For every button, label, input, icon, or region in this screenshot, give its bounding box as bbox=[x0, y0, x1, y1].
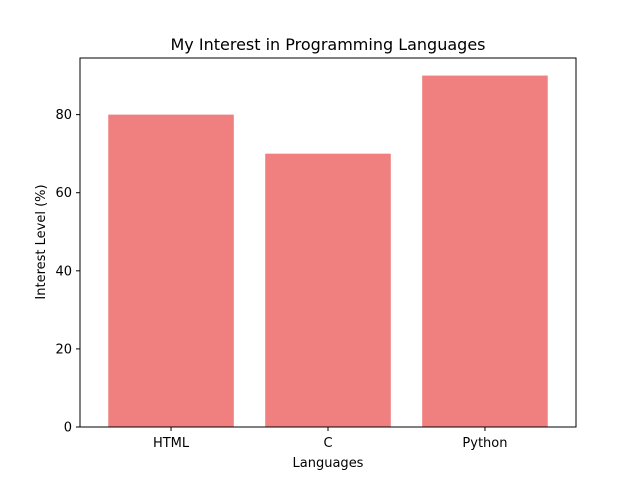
bars-layer bbox=[108, 75, 548, 428]
bar-python bbox=[422, 75, 548, 428]
y-tick-label: 80 bbox=[55, 108, 72, 123]
x-tick-label: C bbox=[323, 436, 332, 451]
bar-c bbox=[265, 153, 391, 427]
bar-html bbox=[108, 114, 234, 427]
y-tick-label: 0 bbox=[64, 421, 72, 436]
y-axis-label: Interest Level (%) bbox=[34, 184, 49, 299]
x-axis-label: Languages bbox=[293, 456, 364, 471]
y-tick-label: 40 bbox=[55, 264, 72, 279]
x-tick-label: Python bbox=[462, 436, 507, 451]
x-axis-ticks: HTML C Python bbox=[153, 427, 507, 451]
y-tick-label: 60 bbox=[55, 186, 72, 201]
chart-title: My Interest in Programming Languages bbox=[171, 35, 486, 54]
x-tick-label: HTML bbox=[153, 436, 190, 451]
y-tick-label: 20 bbox=[55, 342, 72, 357]
y-axis-ticks: 0 20 40 60 80 bbox=[55, 108, 80, 436]
